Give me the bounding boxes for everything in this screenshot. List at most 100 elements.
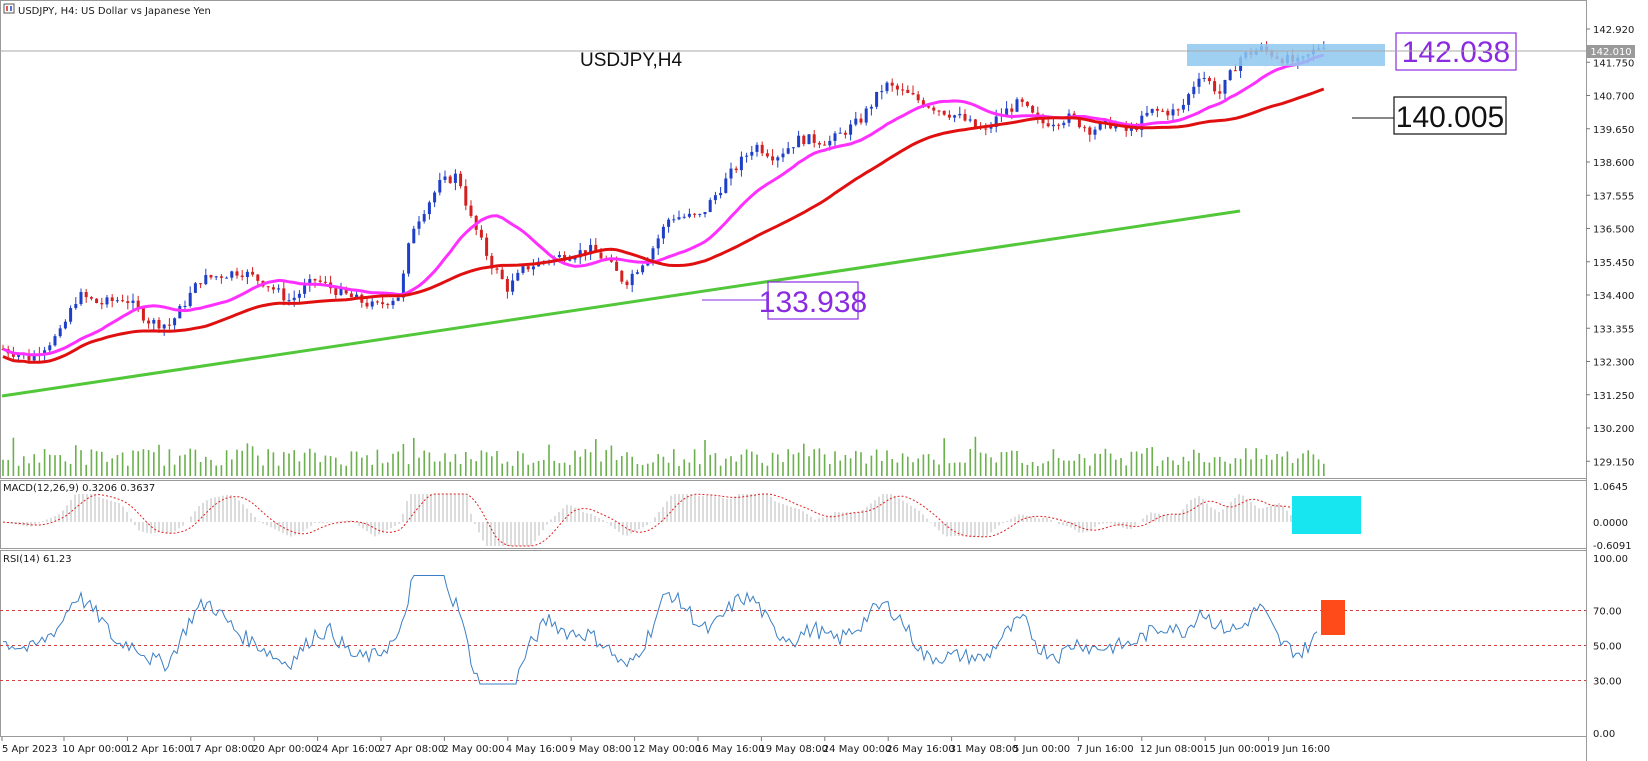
volume-bar <box>485 452 488 476</box>
volume-bar <box>439 461 441 476</box>
volume-bar <box>1271 459 1273 476</box>
rsi-pane[interactable] <box>0 550 1587 737</box>
candle <box>240 269 244 281</box>
rsi-axis-label: 0.00 <box>1593 729 1615 740</box>
volume-bar <box>881 460 883 476</box>
volume-bar <box>350 451 353 476</box>
candle <box>635 269 639 275</box>
candle <box>693 213 697 218</box>
volume-bar <box>1265 454 1268 476</box>
candle <box>427 200 431 220</box>
candle <box>1145 105 1149 118</box>
candlesticks <box>1 41 1326 363</box>
candle <box>1192 81 1196 99</box>
volume-bar <box>678 465 680 476</box>
volume-bar <box>1245 448 1247 476</box>
candle <box>74 297 78 310</box>
candle <box>672 214 676 223</box>
candle <box>121 294 125 303</box>
candle <box>516 269 520 282</box>
volume-bar <box>844 455 847 476</box>
volume-bar <box>444 453 446 476</box>
candle <box>1207 76 1211 85</box>
volume-bar <box>225 450 228 476</box>
volume-bar <box>1083 458 1086 476</box>
volume-bar <box>1177 464 1179 476</box>
macd-highlight <box>1292 496 1361 534</box>
volume-bar <box>153 452 155 476</box>
candle <box>110 294 114 308</box>
volume-bar <box>1078 453 1081 476</box>
volume-bar <box>1281 456 1283 476</box>
candle <box>1213 77 1217 95</box>
uptrend-line <box>1 209 1241 398</box>
volume-bar <box>106 461 108 476</box>
candle <box>89 296 93 301</box>
volume-bar <box>995 462 997 476</box>
volume-bar <box>413 437 415 476</box>
candle <box>1197 72 1201 94</box>
candle <box>1181 98 1185 113</box>
volume-bar <box>173 464 176 476</box>
volume-bar <box>537 460 540 476</box>
volume-bar <box>220 465 223 476</box>
candle <box>422 210 426 224</box>
volume-bar <box>1297 458 1299 476</box>
volume-bar <box>1219 456 1221 476</box>
volume-bar <box>922 454 925 476</box>
volume-bar <box>1031 461 1034 476</box>
volume-bar <box>834 451 836 476</box>
volume-bar <box>891 459 893 476</box>
volume-bar <box>787 449 789 476</box>
volume-bar <box>855 451 857 476</box>
candle <box>719 187 723 199</box>
volume-bar <box>1255 448 1257 476</box>
volume-bar <box>522 453 524 476</box>
current-price-tag-text: 142.010 <box>1590 47 1631 58</box>
volume-bar <box>1213 457 1216 476</box>
candle <box>739 151 743 177</box>
volume-bar <box>818 448 821 476</box>
ma-price-label: 140.005 <box>1396 101 1504 134</box>
candle <box>916 91 920 104</box>
candle <box>1031 104 1035 114</box>
candle <box>526 265 530 272</box>
candle <box>271 284 275 294</box>
volume-bar <box>1146 448 1148 476</box>
volume-bar <box>23 456 25 476</box>
time-axis-label: 16 May 16:00 <box>696 744 765 755</box>
candle <box>745 152 749 163</box>
candle <box>1083 125 1087 132</box>
time-axis-label: 27 Apr 08:00 <box>379 744 444 755</box>
candle <box>193 281 197 294</box>
volume-bar <box>1193 449 1195 476</box>
ma-price-label-box <box>1393 96 1507 135</box>
volume-bar <box>1172 460 1174 476</box>
main-pane[interactable] <box>0 0 1587 479</box>
window-title: USDJPY, H4: US Dollar vs Japanese Yen <box>18 6 211 17</box>
volume-bar <box>1120 458 1122 476</box>
volume-bar <box>1016 450 1018 476</box>
candle <box>1020 97 1024 107</box>
candle <box>797 130 801 148</box>
volume-bar <box>459 464 462 476</box>
volume-bar <box>501 463 503 476</box>
price-axis-label: 130.200 <box>1593 424 1634 435</box>
volume-bar <box>917 458 919 476</box>
volume-bar <box>64 461 67 476</box>
time-axis-label: 5 Apr 2023 <box>2 744 57 755</box>
volume-bar <box>189 448 191 476</box>
volume-bar <box>683 459 685 476</box>
volume-bar <box>210 459 212 476</box>
price-axis-label: 136.500 <box>1593 225 1634 236</box>
candle <box>942 110 946 116</box>
candle <box>459 170 463 189</box>
volume-bar <box>1208 462 1211 476</box>
rsi-axis-label: 30.00 <box>1593 677 1622 688</box>
volume-bar <box>329 456 332 476</box>
volume-bar <box>480 450 483 476</box>
price-axis-label: 132.300 <box>1593 358 1634 369</box>
trend-price-label-box <box>767 281 859 320</box>
volume-bar <box>532 462 535 476</box>
